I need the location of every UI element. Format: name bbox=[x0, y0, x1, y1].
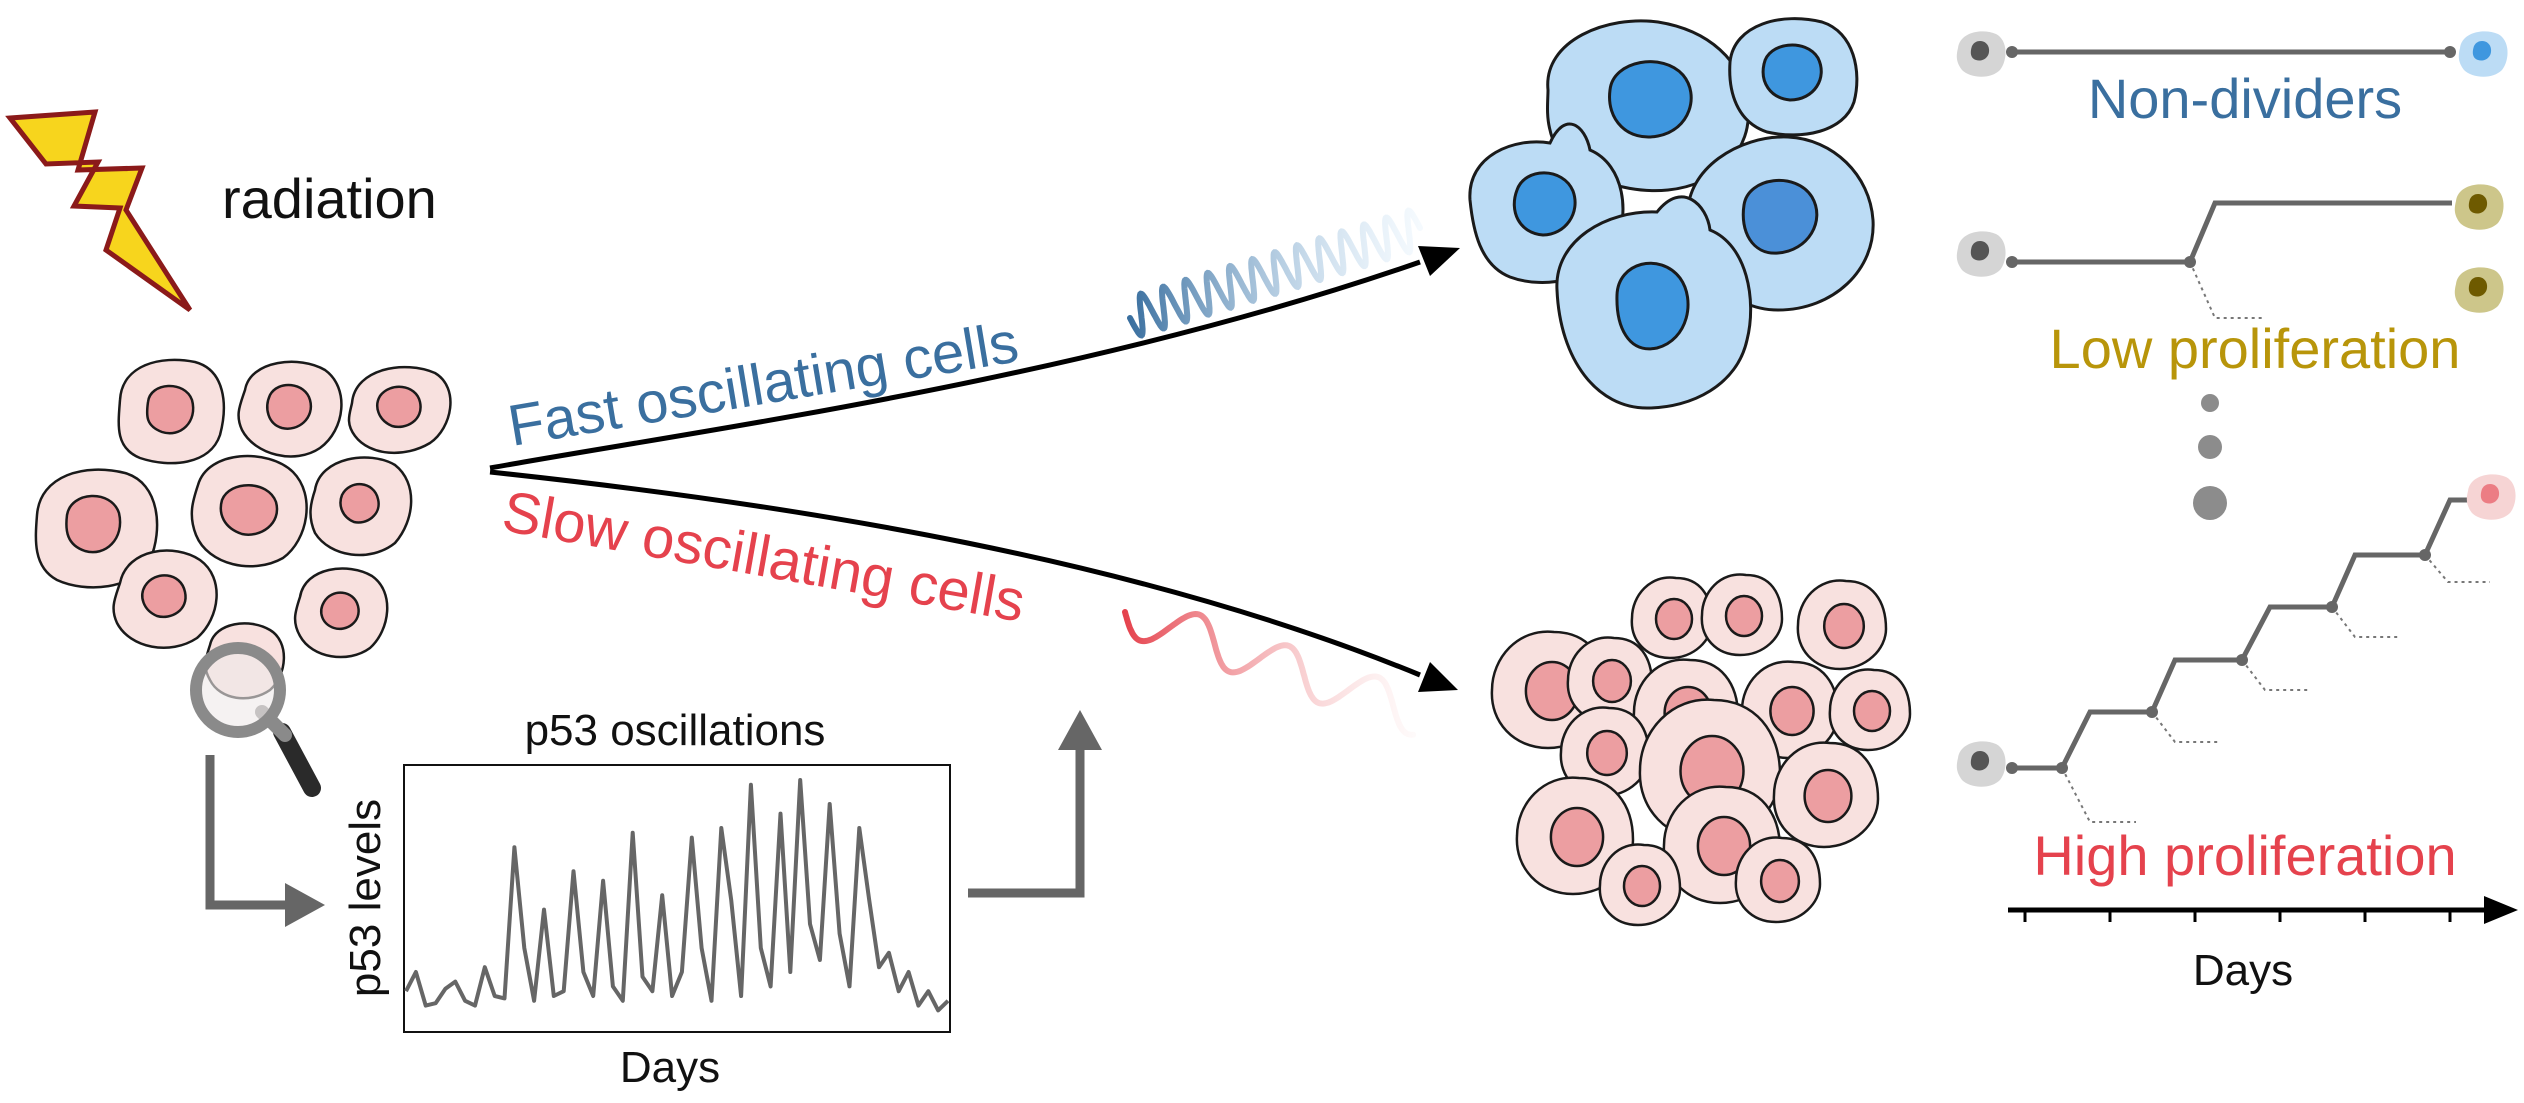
fast-label: Fast oscillating cells bbox=[503, 310, 1022, 459]
cell bbox=[1772, 741, 1880, 849]
cell bbox=[1734, 836, 1822, 924]
cell bbox=[190, 454, 308, 568]
pink-cell-icon bbox=[2466, 474, 2516, 520]
cell bbox=[112, 549, 218, 650]
slow-cell-cluster bbox=[1490, 573, 1912, 927]
p53-series-line bbox=[404, 778, 950, 1013]
gray-cell-icon bbox=[1956, 741, 2006, 787]
high-proliferation-lineage: High proliferation bbox=[1956, 474, 2516, 887]
cell bbox=[1700, 573, 1784, 657]
plot-title: p53 oscillations bbox=[525, 706, 826, 755]
fast-oscillation-wave bbox=[1127, 207, 1423, 339]
gray-cell-icon bbox=[1956, 231, 2006, 277]
cell bbox=[293, 567, 389, 659]
fast-arrow bbox=[489, 259, 1421, 471]
slow-label: Slow oscillating cells bbox=[498, 479, 1030, 635]
plot-frame bbox=[403, 764, 951, 1033]
fast-cell-cluster bbox=[1468, 17, 1875, 410]
cell bbox=[1555, 195, 1753, 410]
non-dividers-label: Non-dividers bbox=[2088, 67, 2402, 130]
cell bbox=[1546, 19, 1750, 193]
cell bbox=[1559, 706, 1651, 798]
magnifier-icon bbox=[190, 642, 321, 797]
flow-arrow-to-plot bbox=[205, 755, 325, 927]
non-dividers-lineage: Non-dividers bbox=[1956, 31, 2508, 130]
gold-cell-icon bbox=[2454, 184, 2504, 230]
slow-oscillation-wave bbox=[1122, 609, 1417, 738]
low-proliferation-lineage: Low proliferation bbox=[1956, 184, 2504, 380]
cell bbox=[1728, 17, 1859, 137]
ellipsis-dots bbox=[2193, 394, 2227, 520]
cell bbox=[1566, 636, 1654, 724]
initial-cell-cluster bbox=[34, 358, 452, 700]
cell bbox=[117, 358, 226, 465]
low-proliferation-label: Low proliferation bbox=[2050, 317, 2461, 380]
plot-y-label: p53 levels bbox=[341, 799, 390, 997]
gold-cell-icon bbox=[2454, 267, 2504, 313]
cell bbox=[309, 456, 413, 557]
cell bbox=[1630, 576, 1714, 660]
gray-cell-icon bbox=[1956, 31, 2006, 77]
blue-cell-icon bbox=[2458, 31, 2508, 77]
cell bbox=[1598, 843, 1682, 927]
cell bbox=[347, 365, 452, 455]
slow-arrow bbox=[489, 469, 1421, 678]
cell bbox=[237, 360, 343, 458]
slow-arrowhead bbox=[1418, 662, 1458, 692]
lightning-bolt-icon bbox=[5, 109, 193, 313]
plot-x-label: Days bbox=[620, 1043, 720, 1092]
flow-arrow-from-plot bbox=[968, 710, 1102, 898]
days-axis: Days bbox=[2008, 896, 2518, 995]
fast-arrowhead bbox=[1418, 246, 1460, 276]
cell bbox=[1828, 668, 1912, 752]
high-proliferation-label: High proliferation bbox=[2033, 824, 2456, 887]
radiation-label: radiation bbox=[222, 167, 437, 230]
days-axis-label: Days bbox=[2193, 946, 2293, 995]
cell bbox=[1796, 579, 1888, 671]
